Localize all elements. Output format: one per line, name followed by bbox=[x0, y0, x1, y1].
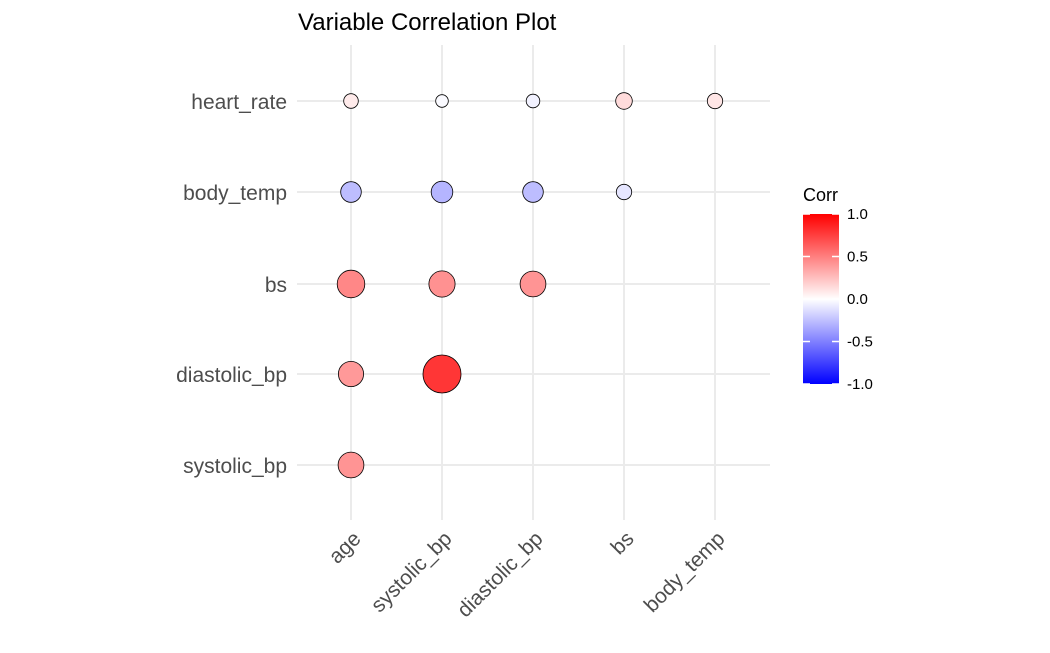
legend: Corr 1.0 0.5 0.0 -0.5 -1.0 bbox=[803, 185, 873, 393]
correlation-points bbox=[336, 92, 724, 479]
y-tick-label: diastolic_bp bbox=[176, 364, 287, 387]
y-tick-label: heart_rate bbox=[191, 91, 287, 114]
correlation-point-body_temp-heart_rate bbox=[706, 92, 724, 110]
x-tick-label: systolic_bp bbox=[367, 527, 457, 617]
y-tick-label: bs bbox=[265, 274, 287, 297]
correlation-point-systolic_bp-bs bbox=[428, 270, 456, 298]
legend-break-label: 0.0 bbox=[847, 291, 868, 308]
legend-break-label: -1.0 bbox=[847, 376, 873, 393]
x-tick-label: bs bbox=[607, 527, 639, 559]
correlation-point-age-body_temp bbox=[340, 181, 362, 203]
correlation-point-age-heart_rate bbox=[343, 93, 359, 109]
legend-break-label: 1.0 bbox=[847, 206, 868, 223]
correlation-point-bs-body_temp bbox=[615, 183, 633, 201]
legend-title: Corr bbox=[803, 185, 838, 205]
chart-title: Variable Correlation Plot bbox=[298, 9, 557, 36]
y-tick-label: systolic_bp bbox=[183, 455, 287, 478]
legend-break-label: -0.5 bbox=[847, 334, 873, 351]
correlation-point-systolic_bp-body_temp bbox=[430, 180, 454, 204]
correlation-point-age-bs bbox=[336, 269, 366, 299]
x-tick-label: age bbox=[324, 527, 365, 568]
correlation-point-systolic_bp-heart_rate bbox=[435, 94, 449, 108]
correlation-point-diastolic_bp-body_temp bbox=[522, 181, 544, 203]
legend-break-label: 0.5 bbox=[847, 249, 868, 266]
correlation-point-age-systolic_bp bbox=[337, 451, 365, 479]
y-axis-tick-labels: systolic_bp diastolic_bp bs body_temp heart_… bbox=[176, 91, 287, 478]
x-tick-label: body_temp bbox=[640, 527, 730, 617]
y-tick-label: body_temp bbox=[183, 182, 287, 205]
correlation-point-diastolic_bp-heart_rate bbox=[525, 93, 541, 109]
correlation-point-diastolic_bp-bs bbox=[519, 270, 547, 298]
correlation-point-systolic_bp-diastolic_bp bbox=[422, 354, 462, 394]
correlation-point-bs-heart_rate bbox=[615, 92, 633, 110]
correlation-point-age-diastolic_bp bbox=[337, 360, 364, 387]
x-tick-label: diastolic_bp bbox=[453, 527, 548, 622]
